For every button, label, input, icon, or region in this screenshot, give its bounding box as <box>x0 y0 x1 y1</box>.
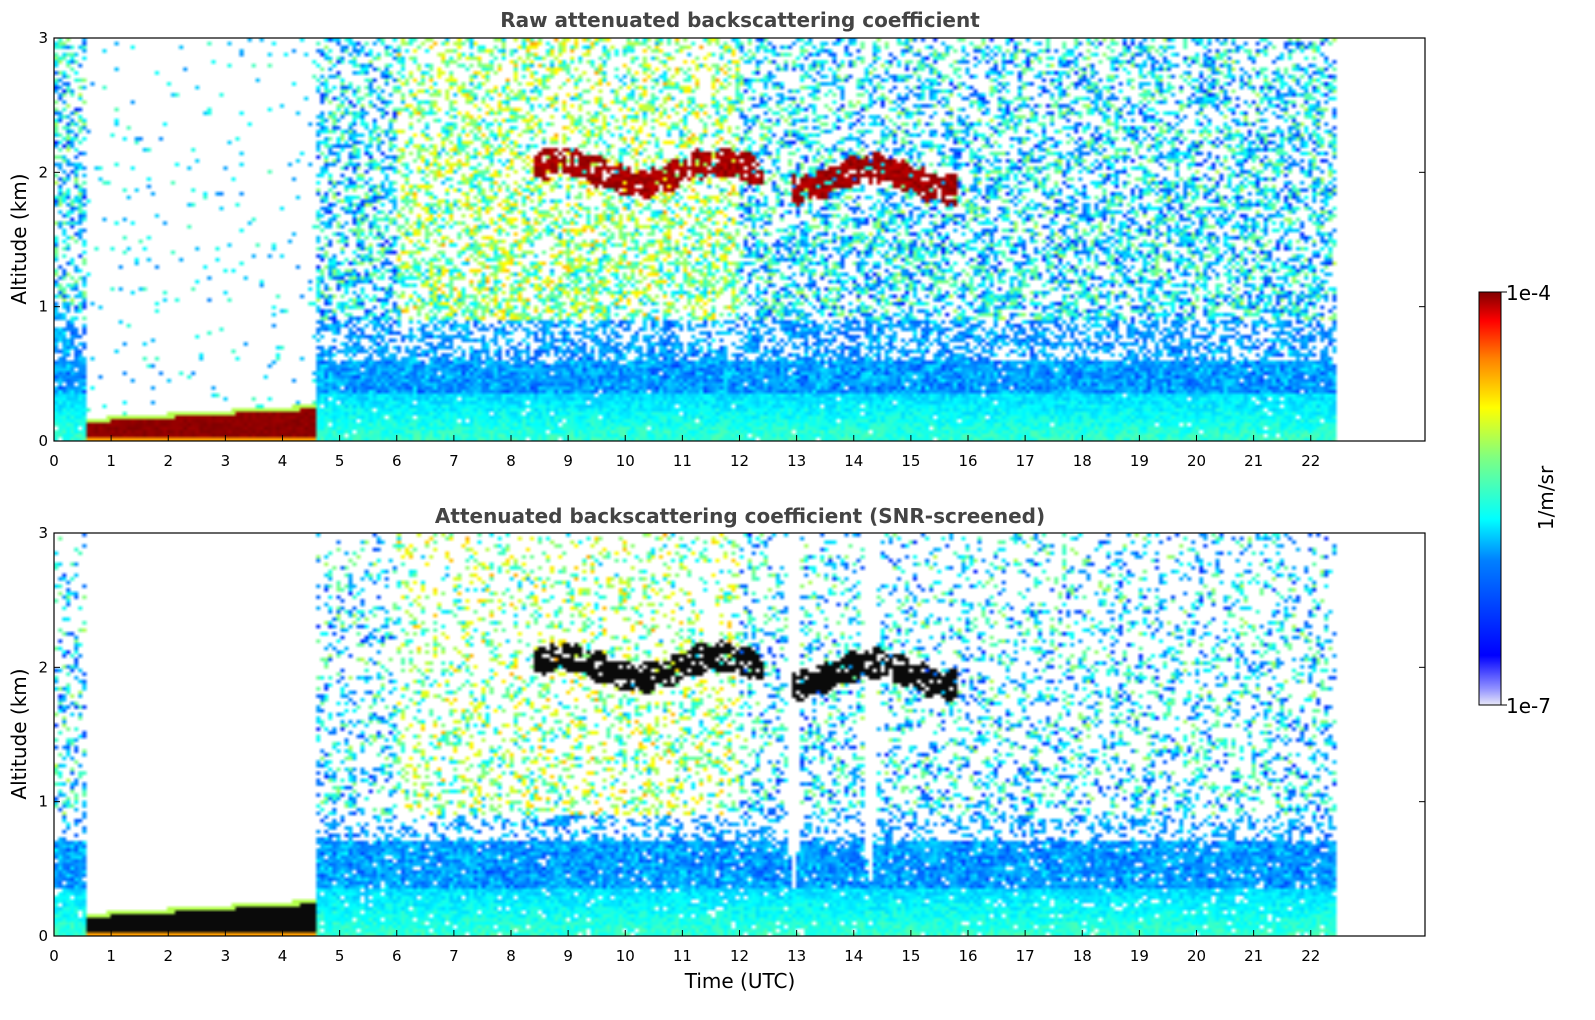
x-tick-label: 8 <box>506 947 516 965</box>
y-tick-label: 0 <box>38 927 48 945</box>
x-tick-label: 11 <box>673 452 692 470</box>
x-tick-label: 15 <box>901 947 920 965</box>
x-tick-label: 18 <box>1073 947 1092 965</box>
colorbar-min-label: 1e-7 <box>1506 694 1551 718</box>
x-tick-label: 7 <box>449 452 459 470</box>
heatmap-image <box>54 38 1425 441</box>
x-tick-label: 21 <box>1244 947 1263 965</box>
x-tick-label: 20 <box>1187 947 1206 965</box>
x-tick-label: 0 <box>49 947 59 965</box>
x-tick-label: 1 <box>106 452 116 470</box>
heatmap-area <box>54 533 1425 936</box>
y-tick-label: 3 <box>38 29 48 47</box>
y-tick-label: 2 <box>38 163 48 181</box>
x-axis: 0 1 2 3 4 5 6 7 8 9 10 11 12 13 14 15 16 17 18 19 20 21 22 <box>49 435 1320 470</box>
snr-screened-panel: Attenuated backscattering coefficient (S… <box>7 504 1426 993</box>
raw-backscatter-panel: Raw attenuated backscattering coefficien… <box>7 8 1426 470</box>
x-tick-label: 22 <box>1301 452 1320 470</box>
colorbar-unit-label: 1/m/sr <box>1534 465 1558 530</box>
x-tick-label: 6 <box>392 947 402 965</box>
x-tick-label: 17 <box>1016 452 1035 470</box>
x-tick-label: 5 <box>335 452 345 470</box>
x-tick-label: 10 <box>616 452 635 470</box>
x-tick-label: 4 <box>278 452 288 470</box>
x-tick-label: 21 <box>1244 452 1263 470</box>
y-axis: 0 1 2 3 <box>38 524 1425 945</box>
x-tick-label: 2 <box>163 947 173 965</box>
x-tick-label: 16 <box>958 452 977 470</box>
x-tick-label: 12 <box>730 947 749 965</box>
x-tick-label: 14 <box>844 452 863 470</box>
x-tick-label: 16 <box>958 947 977 965</box>
y-tick-label: 1 <box>38 793 48 811</box>
x-tick-label: 0 <box>49 452 59 470</box>
x-axis-label: Time (UTC) <box>684 969 796 993</box>
y-axis-label: Altitude (km) <box>7 173 31 304</box>
y-tick-label: 3 <box>38 524 48 542</box>
x-tick-label: 9 <box>563 947 573 965</box>
x-tick-label: 1 <box>106 947 116 965</box>
x-tick-label: 11 <box>673 947 692 965</box>
x-tick-label: 20 <box>1187 452 1206 470</box>
x-tick-label: 12 <box>730 452 749 470</box>
x-tick-label: 9 <box>563 452 573 470</box>
y-tick-label: 1 <box>38 298 48 316</box>
x-tick-label: 17 <box>1016 947 1035 965</box>
y-tick-label: 2 <box>38 658 48 676</box>
chart-title: Attenuated backscattering coefficient (S… <box>435 504 1045 528</box>
colorbar: 1e-4 1e-7 1/m/sr <box>1478 281 1558 718</box>
x-tick-label: 8 <box>506 452 516 470</box>
x-tick-label: 18 <box>1073 452 1092 470</box>
x-tick-label: 6 <box>392 452 402 470</box>
x-tick-label: 7 <box>449 947 459 965</box>
x-tick-label: 19 <box>1130 452 1149 470</box>
y-tick-label: 0 <box>38 432 48 450</box>
x-tick-label: 13 <box>787 947 806 965</box>
colorbar-gradient <box>1478 291 1502 706</box>
x-tick-label: 10 <box>616 947 635 965</box>
heatmap-image <box>54 533 1425 936</box>
x-tick-label: 14 <box>844 947 863 965</box>
x-tick-label: 2 <box>163 452 173 470</box>
y-axis-label: Altitude (km) <box>7 668 31 799</box>
x-tick-label: 3 <box>221 947 231 965</box>
x-tick-label: 15 <box>901 452 920 470</box>
x-tick-label: 4 <box>278 947 288 965</box>
x-tick-label: 5 <box>335 947 345 965</box>
colorbar-max-label: 1e-4 <box>1506 281 1551 305</box>
x-tick-label: 3 <box>221 452 231 470</box>
chart-title: Raw attenuated backscattering coefficien… <box>500 8 980 32</box>
x-tick-label: 13 <box>787 452 806 470</box>
y-axis: 0 1 2 3 <box>38 29 1425 450</box>
x-tick-label: 19 <box>1130 947 1149 965</box>
heatmap-area <box>54 38 1425 441</box>
x-axis: 0 1 2 3 4 5 6 7 8 9 10 11 12 13 14 15 16 17 18 19 20 21 22 <box>49 930 1320 965</box>
x-tick-label: 22 <box>1301 947 1320 965</box>
